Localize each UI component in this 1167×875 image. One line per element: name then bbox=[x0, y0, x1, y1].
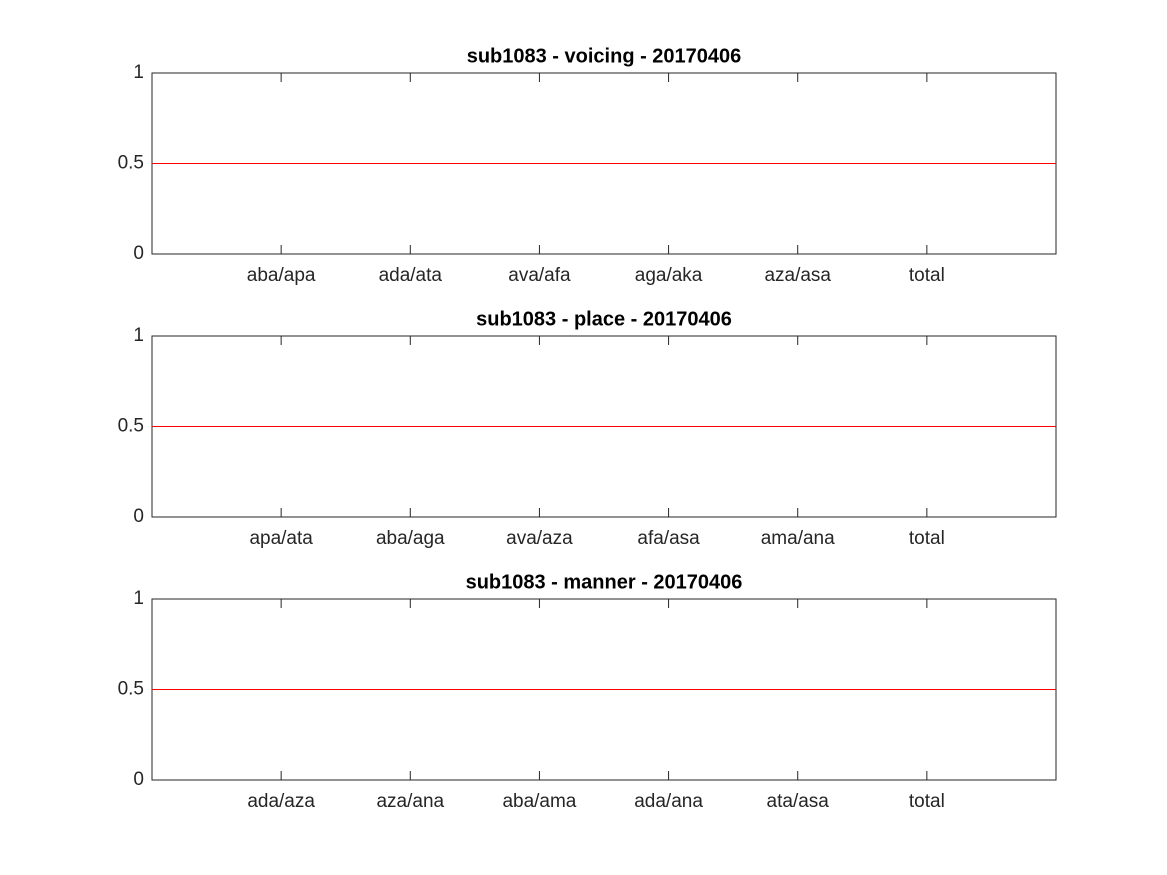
x-tick-label: apa/ata bbox=[249, 528, 313, 549]
chart-title: sub1083 - manner - 20170406 bbox=[466, 571, 743, 593]
x-tick-label: aza/ana bbox=[376, 791, 444, 812]
x-tick-label: ava/aza bbox=[506, 528, 573, 549]
x-tick-label: ama/ana bbox=[761, 528, 835, 549]
x-tick-label: total bbox=[909, 528, 945, 549]
x-tick-label: aza/asa bbox=[764, 265, 831, 286]
x-tick-label: total bbox=[909, 791, 945, 812]
x-tick-label: ada/aza bbox=[247, 791, 315, 812]
chart-title: sub1083 - place - 20170406 bbox=[476, 308, 732, 330]
y-tick-label: 1 bbox=[133, 62, 144, 83]
x-tick-label: ada/ana bbox=[634, 791, 703, 812]
x-tick-label: total bbox=[909, 265, 945, 286]
y-tick-label: 0 bbox=[133, 769, 144, 790]
x-tick-label: ata/asa bbox=[767, 791, 830, 812]
chart-title: sub1083 - voicing - 20170406 bbox=[467, 45, 742, 67]
x-tick-label: ada/ata bbox=[379, 265, 443, 286]
x-tick-label: aba/apa bbox=[247, 265, 316, 286]
y-tick-label: 0 bbox=[133, 506, 144, 527]
x-tick-label: aga/aka bbox=[635, 265, 703, 286]
x-tick-label: aba/ama bbox=[502, 791, 576, 812]
y-tick-label: 0 bbox=[133, 243, 144, 264]
x-tick-label: afa/asa bbox=[637, 528, 700, 549]
y-tick-label: 0.5 bbox=[118, 153, 144, 174]
y-tick-label: 0.5 bbox=[118, 416, 144, 437]
x-tick-label: aba/aga bbox=[376, 528, 445, 549]
y-tick-label: 1 bbox=[133, 588, 144, 609]
x-tick-label: ava/afa bbox=[508, 265, 571, 286]
y-tick-label: 0.5 bbox=[118, 679, 144, 700]
y-tick-label: 1 bbox=[133, 325, 144, 346]
